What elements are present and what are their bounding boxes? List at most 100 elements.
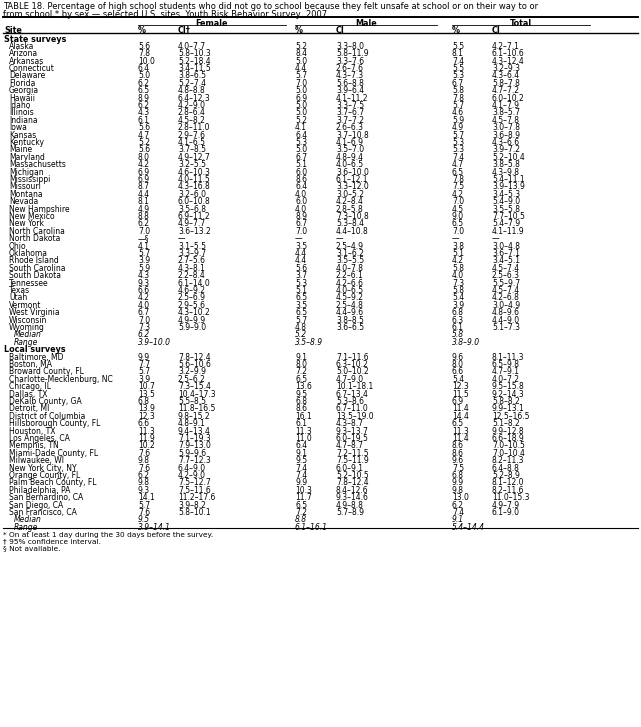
Text: 8.1–12.0: 8.1–12.0: [492, 478, 524, 488]
Text: 13.9: 13.9: [138, 404, 155, 414]
Text: 6.1: 6.1: [295, 419, 307, 428]
Text: 6.5: 6.5: [452, 168, 464, 177]
Text: 6.4: 6.4: [295, 441, 307, 451]
Text: 4.2–7.1: 4.2–7.1: [492, 42, 520, 51]
Text: 5.8–8.2: 5.8–8.2: [492, 397, 520, 406]
Text: 2.5–6.9: 2.5–6.9: [178, 294, 206, 302]
Text: 3.5–5.8: 3.5–5.8: [492, 205, 520, 214]
Text: 8.0: 8.0: [295, 360, 307, 369]
Text: 7.3: 7.3: [452, 278, 464, 288]
Text: 6.7: 6.7: [295, 220, 307, 228]
Text: 2.8–11.0: 2.8–11.0: [178, 124, 210, 132]
Text: 6.0–19.5: 6.0–19.5: [336, 434, 369, 443]
Text: 3.8–9.0: 3.8–9.0: [452, 338, 480, 347]
Text: Alaska: Alaska: [9, 42, 35, 51]
Text: 7.6: 7.6: [138, 508, 150, 517]
Text: Florida: Florida: [9, 79, 35, 88]
Text: 7.4: 7.4: [452, 508, 464, 517]
Text: Median: Median: [14, 515, 42, 524]
Text: 6.8: 6.8: [452, 471, 464, 480]
Text: 5.8: 5.8: [452, 264, 464, 273]
Text: 3.6–13.2: 3.6–13.2: [178, 227, 211, 236]
Text: 9.9: 9.9: [138, 353, 150, 362]
Text: 4.9–7.9: 4.9–7.9: [492, 501, 520, 510]
Text: 5.0: 5.0: [295, 101, 307, 110]
Text: Georgia: Georgia: [9, 87, 39, 95]
Text: 3.0–7.8: 3.0–7.8: [492, 124, 520, 132]
Text: 7.1–11.6: 7.1–11.6: [336, 353, 369, 362]
Text: 3.2–6.0: 3.2–6.0: [178, 190, 206, 199]
Text: 3.6–8.9: 3.6–8.9: [492, 131, 520, 140]
Text: Memphis, TN: Memphis, TN: [9, 441, 59, 451]
Text: 2.6–7.6: 2.6–7.6: [336, 64, 364, 73]
Text: 13.5–19.0: 13.5–19.0: [336, 412, 374, 421]
Text: 4.1–6.5: 4.1–6.5: [178, 138, 206, 147]
Text: 6.9: 6.9: [138, 175, 150, 184]
Text: 3.7–10.8: 3.7–10.8: [336, 131, 369, 140]
Text: Miami-Dade County, FL: Miami-Dade County, FL: [9, 449, 98, 458]
Text: 4.1–11.2: 4.1–11.2: [336, 94, 369, 103]
Text: 4.2: 4.2: [138, 160, 150, 169]
Text: 4.1: 4.1: [138, 241, 150, 251]
Text: San Bernardino, CA: San Bernardino, CA: [9, 494, 83, 502]
Text: 11.5: 11.5: [452, 390, 469, 398]
Text: 4.3–8.1: 4.3–8.1: [178, 264, 206, 273]
Text: 5.0: 5.0: [295, 57, 307, 65]
Text: North Dakota: North Dakota: [9, 234, 60, 244]
Text: 3.2–9.3: 3.2–9.3: [492, 64, 520, 73]
Text: 9.8: 9.8: [138, 457, 150, 465]
Text: 5.8–11.9: 5.8–11.9: [336, 49, 369, 58]
Text: 6.5: 6.5: [295, 501, 307, 510]
Text: 5.6–10.6: 5.6–10.6: [178, 360, 211, 369]
Text: Wyoming: Wyoming: [9, 323, 45, 332]
Text: 6.5–9.8: 6.5–9.8: [492, 360, 520, 369]
Text: 8.9: 8.9: [295, 212, 307, 221]
Text: 2.9–7.6: 2.9–7.6: [178, 131, 206, 140]
Text: —: —: [295, 234, 303, 244]
Text: 9.5: 9.5: [295, 457, 307, 465]
Text: 4.5: 4.5: [452, 205, 464, 214]
Text: Michigan: Michigan: [9, 168, 44, 177]
Text: 3.7–7.2: 3.7–7.2: [336, 116, 364, 125]
Text: San Diego, CA: San Diego, CA: [9, 501, 63, 510]
Text: —: —: [178, 234, 186, 244]
Text: 4.2: 4.2: [452, 190, 464, 199]
Text: 3.8–6.5: 3.8–6.5: [178, 71, 206, 81]
Text: 5.3: 5.3: [452, 145, 464, 155]
Text: CI: CI: [336, 26, 345, 35]
Text: 4.3: 4.3: [138, 108, 150, 118]
Text: 8.7: 8.7: [138, 182, 150, 191]
Text: 3.0–4.8: 3.0–4.8: [492, 241, 520, 251]
Text: 4.9–9.9: 4.9–9.9: [178, 316, 206, 325]
Text: Local surveys: Local surveys: [4, 345, 65, 354]
Text: 7.8: 7.8: [138, 49, 150, 58]
Text: 8.8: 8.8: [138, 212, 150, 221]
Text: 4.9–7.7: 4.9–7.7: [178, 220, 206, 228]
Text: South Carolina: South Carolina: [9, 264, 65, 273]
Text: 10.4–17.3: 10.4–17.3: [178, 390, 215, 398]
Text: 8.8: 8.8: [295, 515, 307, 524]
Text: 3.5: 3.5: [295, 241, 307, 251]
Text: 5.9–9.6: 5.9–9.6: [178, 449, 206, 458]
Text: Range: Range: [14, 338, 38, 347]
Text: 7.2: 7.2: [295, 368, 307, 377]
Text: 4.4–9.6: 4.4–9.6: [336, 308, 364, 317]
Text: 9.5: 9.5: [295, 390, 307, 398]
Text: 7.3–10.8: 7.3–10.8: [336, 212, 369, 221]
Text: 5.2: 5.2: [295, 331, 307, 340]
Text: 6.4: 6.4: [138, 64, 150, 73]
Text: 3.7: 3.7: [295, 271, 307, 281]
Text: 4.4–9.0: 4.4–9.0: [492, 316, 520, 325]
Text: 13.5: 13.5: [138, 390, 155, 398]
Text: 8.1: 8.1: [452, 49, 464, 58]
Text: 6.5: 6.5: [138, 87, 150, 95]
Text: Mississippi: Mississippi: [9, 175, 51, 184]
Text: 5.4: 5.4: [452, 375, 464, 384]
Text: 4.8–9.6: 4.8–9.6: [492, 308, 520, 317]
Text: 4.9–8.8: 4.9–8.8: [336, 501, 364, 510]
Text: Kansas: Kansas: [9, 131, 37, 140]
Text: 9.5: 9.5: [138, 515, 150, 524]
Text: 9.5–15.8: 9.5–15.8: [492, 382, 525, 391]
Text: 6.1–12.1: 6.1–12.1: [336, 175, 369, 184]
Text: 6.6–18.9: 6.6–18.9: [492, 434, 525, 443]
